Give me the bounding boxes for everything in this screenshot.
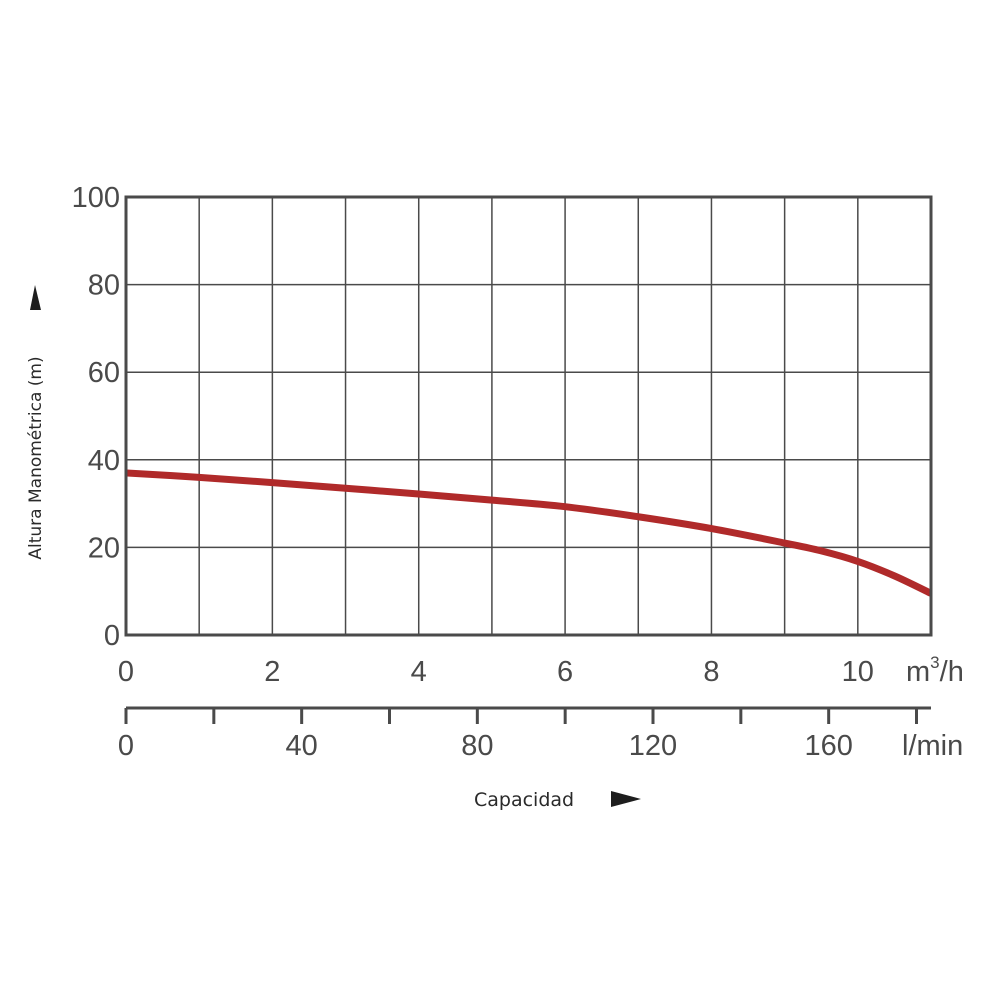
x-tick-label-m3h: 10 bbox=[842, 656, 874, 688]
x-unit-lmin: l/min bbox=[902, 730, 963, 762]
x-axis-arrow-icon bbox=[611, 791, 641, 807]
y-tick-label: 100 bbox=[72, 182, 120, 214]
y-tick-label: 0 bbox=[104, 620, 120, 652]
y-tick-label: 80 bbox=[88, 270, 120, 302]
series-line bbox=[125, 469, 933, 597]
x-tick-label-lmin: 40 bbox=[286, 730, 318, 762]
x-tick-labels-lmin: 0 40 80 120 160 bbox=[118, 730, 853, 762]
plot-frame bbox=[124, 195, 933, 637]
x-tick-labels-m3h: 0 2 4 6 8 10 bbox=[118, 656, 874, 688]
y-tick-label: 20 bbox=[88, 532, 120, 564]
secondary-x-axis bbox=[124, 706, 931, 724]
x-tick-label-m3h: 8 bbox=[703, 656, 719, 688]
y-axis-label: Altura Manométrica (m) bbox=[26, 356, 46, 559]
x-tick-label-m3h: 2 bbox=[264, 656, 280, 688]
x-tick-label-m3h: 0 bbox=[118, 656, 134, 688]
x-tick-label-m3h: 4 bbox=[411, 656, 427, 688]
x-unit-m3h: m3/h bbox=[906, 653, 964, 688]
x-tick-label-lmin: 160 bbox=[804, 730, 852, 762]
x-tick-label-m3h: 6 bbox=[557, 656, 573, 688]
series-layer bbox=[125, 469, 933, 597]
x-axis-label: Capacidad bbox=[474, 789, 574, 811]
x-tick-label-lmin: 80 bbox=[461, 730, 493, 762]
grid bbox=[126, 197, 931, 635]
y-tick-labels: 0 20 40 60 80 100 bbox=[72, 182, 120, 652]
y-tick-label: 60 bbox=[88, 357, 120, 389]
x-tick-label-lmin: 0 bbox=[118, 730, 134, 762]
x-tick-label-lmin: 120 bbox=[629, 730, 677, 762]
y-axis-arrow-icon bbox=[30, 285, 41, 310]
y-tick-label: 40 bbox=[88, 445, 120, 477]
